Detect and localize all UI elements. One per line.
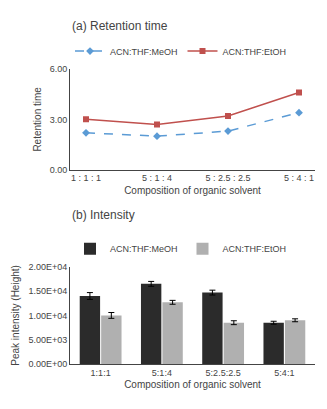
svg-text:1.50E+04: 1.50E+04 (28, 286, 67, 296)
svg-text:ACN:THF:MeOH: ACN:THF:MeOH (110, 244, 178, 254)
svg-text:(a) Retention time: (a) Retention time (72, 19, 168, 33)
svg-text:1.00E+04: 1.00E+04 (28, 311, 67, 321)
svg-text:5:4:1: 5:4:1 (274, 368, 294, 378)
svg-text:5:2.5:2.5: 5:2.5:2.5 (206, 368, 241, 378)
svg-text:1 : 1 : 1: 1 : 1 : 1 (71, 173, 101, 183)
svg-text:Retention time: Retention time (32, 87, 43, 152)
svg-text:ACN:THF:EtOH: ACN:THF:EtOH (223, 47, 287, 57)
svg-text:2.00E+04: 2.00E+04 (28, 262, 67, 272)
svg-text:6.00: 6.00 (50, 64, 68, 74)
svg-text:5 : 4 : 1: 5 : 4 : 1 (284, 173, 314, 183)
svg-text:5:1:4: 5:1:4 (152, 368, 172, 378)
svg-text:3.00: 3.00 (50, 115, 68, 125)
svg-text:Peak intensity (Height): Peak intensity (Height) (10, 265, 21, 366)
svg-text:1:1:1: 1:1:1 (91, 368, 111, 378)
svg-text:ACN:THF:MeOH: ACN:THF:MeOH (110, 47, 178, 57)
svg-text:5 : 2.5 : 2.5: 5 : 2.5 : 2.5 (205, 173, 250, 183)
svg-text:ACN:THF:EtOH: ACN:THF:EtOH (223, 244, 287, 254)
svg-text:5 : 1 : 4: 5 : 1 : 4 (142, 173, 172, 183)
svg-text:0.00: 0.00 (50, 165, 68, 175)
svg-text:0.00E+00: 0.00E+00 (28, 359, 67, 369)
svg-text:Composition of organic solvent: Composition of organic solvent (124, 379, 261, 390)
svg-text:(b) Intensity: (b) Intensity (72, 208, 135, 222)
svg-text:Composition of organic solvent: Composition of organic solvent (124, 185, 261, 196)
svg-text:5.00E+03: 5.00E+03 (28, 335, 67, 345)
